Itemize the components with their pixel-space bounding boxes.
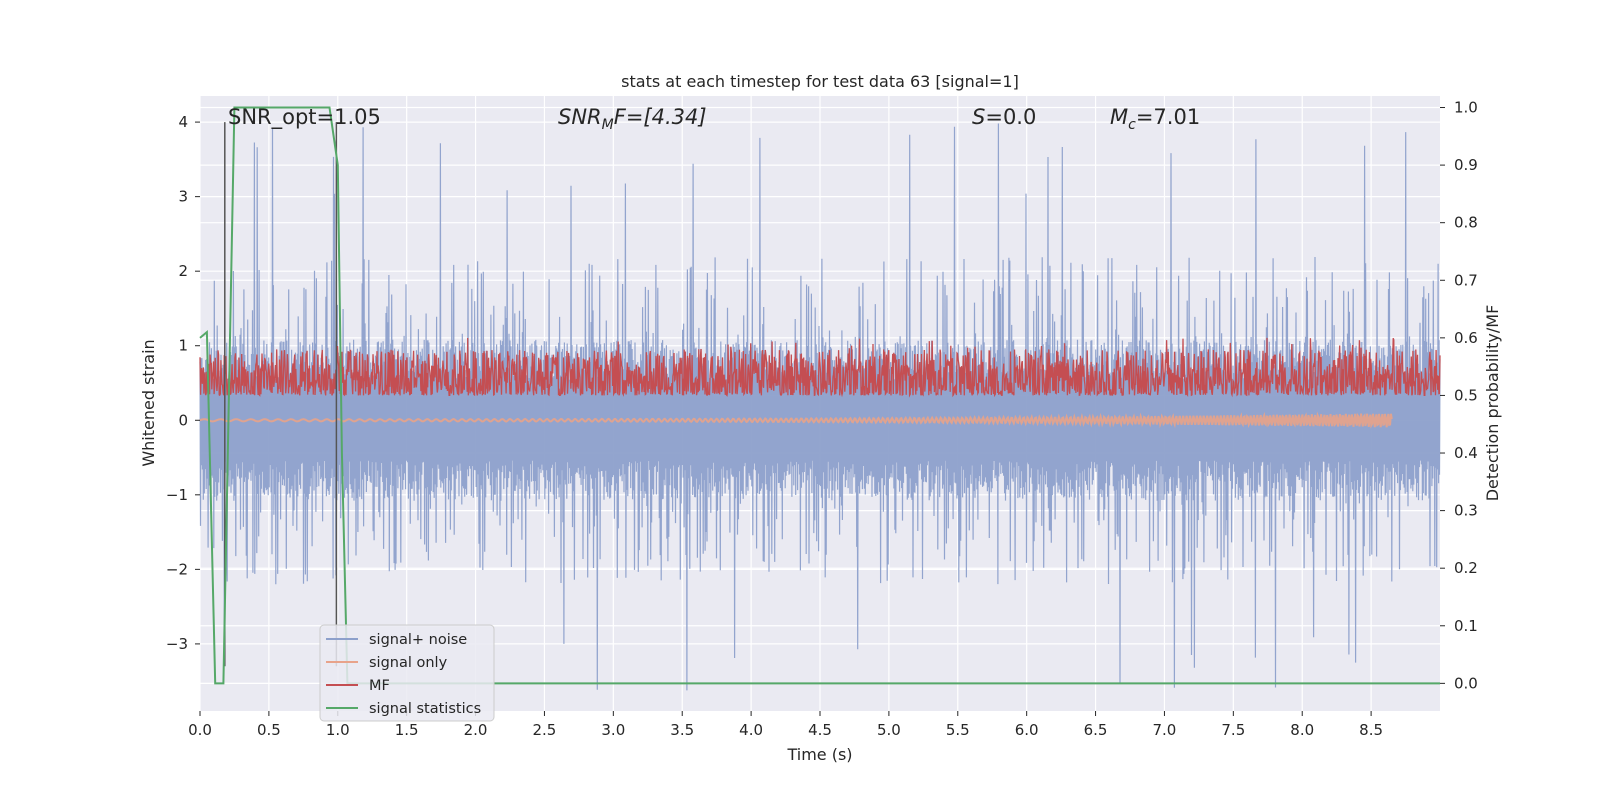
x-tick-label: 3.5 xyxy=(670,721,694,739)
x-tick-label: 5.5 xyxy=(946,721,970,739)
annotation-snr-mf: SNRMF=[4.34] xyxy=(558,105,707,133)
y-left-tick-label: 3 xyxy=(178,188,188,206)
legend-label-signal-statistics: signal statistics xyxy=(369,701,481,717)
legend: signal+ noise signal only MF signal stat… xyxy=(319,624,495,722)
mf-line xyxy=(199,337,1441,398)
legend-box xyxy=(319,624,495,722)
legend-label-mf: MF xyxy=(369,678,390,694)
y-right-tick-label: 0.8 xyxy=(1454,214,1478,232)
x-tick-label: 7.5 xyxy=(1221,721,1245,739)
y-right-tick-label: 0.6 xyxy=(1454,329,1478,347)
annotation-s: S=0.0 xyxy=(972,105,1036,129)
x-tick-label: 2.5 xyxy=(533,721,557,739)
x-tick-label: 4.0 xyxy=(739,721,763,739)
y-right-tick-label: 1.0 xyxy=(1454,99,1478,117)
x-tick-label: 3.0 xyxy=(601,721,625,739)
annotation-snr-opt: SNR_opt=1.05 xyxy=(228,105,381,130)
x-tick-label: 6.0 xyxy=(1015,721,1039,739)
y-right-tick-label: 0.7 xyxy=(1454,271,1478,289)
x-tick-label: 4.5 xyxy=(808,721,832,739)
signal-only-line xyxy=(199,411,1393,429)
x-tick-label: 7.0 xyxy=(1153,721,1177,739)
y-left-tick-label: −1 xyxy=(166,486,188,504)
x-tick-label: 5.0 xyxy=(877,721,901,739)
y-left-tick-label: −2 xyxy=(166,560,188,578)
x-tick-label: 6.5 xyxy=(1084,721,1108,739)
y-right-tick-label: 0.9 xyxy=(1454,156,1478,174)
x-tick-label: 2.0 xyxy=(464,721,488,739)
y-left-tick-label: 0 xyxy=(178,411,188,429)
series-signal-only xyxy=(199,411,1393,429)
y-right-tick-label: 0.4 xyxy=(1454,444,1478,462)
x-tick-label: 0.0 xyxy=(188,721,212,739)
y-left-tick-label: −3 xyxy=(166,635,188,653)
y-left-tick-label: 2 xyxy=(178,262,188,280)
y-right-tick-label: 0.1 xyxy=(1454,617,1478,635)
x-tick-label: 1.5 xyxy=(395,721,419,739)
x-axis-ticks: 0.0 0.5 1.0 1.5 2.0 2.5 3.0 3.5 4.0 4.5 5.0 5.5 6.0 6… xyxy=(188,711,1383,739)
x-tick-label: 1.0 xyxy=(326,721,350,739)
series-mf xyxy=(199,337,1441,398)
y-axis-left-ticks: −3 −2 −1 0 1 2 3 4 xyxy=(166,113,200,653)
x-axis-label: Time (s) xyxy=(786,745,852,764)
annotation-mc: Mc=7.01 xyxy=(1110,105,1200,133)
chart-title: stats at each timestep for test data 63 … xyxy=(621,72,1019,91)
legend-label-signal-only: signal only xyxy=(369,655,448,671)
y-axis-right-label: Detection probability/MF xyxy=(1483,305,1502,502)
y-left-tick-label: 1 xyxy=(178,337,188,355)
y-right-tick-label: 0.0 xyxy=(1454,674,1478,692)
y-axis-left-label: Whitened strain xyxy=(139,339,158,466)
y-right-tick-label: 0.5 xyxy=(1454,386,1478,404)
x-tick-label: 0.5 xyxy=(257,721,281,739)
y-right-tick-label: 0.3 xyxy=(1454,502,1478,520)
x-tick-label: 8.5 xyxy=(1359,721,1383,739)
y-axis-right-ticks: 0.0 0.1 0.2 0.3 0.4 0.5 0.6 0.7 0.8 0.9 1.0 xyxy=(1440,99,1478,692)
legend-label-signal-noise: signal+ noise xyxy=(369,632,467,648)
x-tick-label: 8.0 xyxy=(1290,721,1314,739)
y-right-tick-label: 0.2 xyxy=(1454,559,1478,577)
y-left-tick-label: 4 xyxy=(178,113,188,131)
